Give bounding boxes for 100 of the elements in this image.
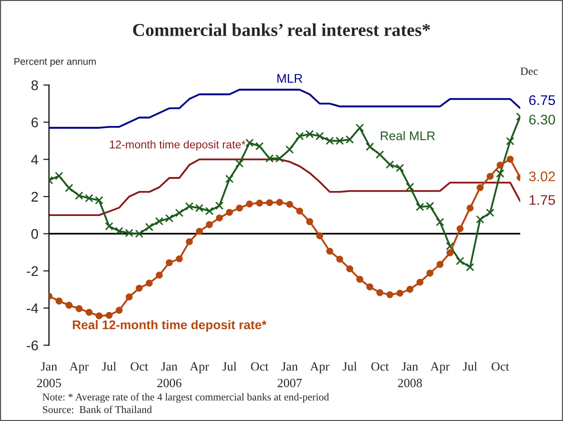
line-series [48,88,520,129]
point [56,298,62,304]
series-label: Real MLR [380,131,435,140]
line-series [48,158,520,216]
point [185,202,194,211]
x-tick-label: Apr [430,362,450,374]
point [195,204,204,212]
x-tick-label: Oct [130,362,148,371]
point [456,225,464,232]
y-axis-title: Percent per annum [14,58,96,67]
point [466,204,474,212]
point [296,208,304,215]
y-tick-label: 8 [31,80,38,90]
point [256,200,264,207]
point [66,302,73,309]
point [226,208,233,216]
point [456,256,464,266]
series-label: MLR [277,74,302,83]
point [356,276,364,283]
point [116,306,123,314]
point [316,132,324,140]
point [285,145,294,154]
point [64,184,74,192]
point [96,312,103,320]
x-tick-label: Jul [463,362,478,371]
point [255,142,264,150]
point [436,218,444,226]
x-tick-label: Jul [102,362,116,371]
point [146,280,153,287]
point [84,194,94,202]
point [406,182,414,192]
data-label: 6.75 [529,95,555,106]
point [316,232,324,240]
x-tick-label: Jul [342,362,357,371]
point [476,215,484,224]
point [376,289,384,296]
point [506,156,514,163]
point [306,218,314,226]
x-tick-label: Apr [190,362,209,374]
point [166,259,173,266]
point [286,200,294,208]
point [336,256,344,263]
text: Note: * Average rate of the 4 largest commercial banks at end-period [42,393,329,403]
point [356,124,364,132]
point [366,283,374,290]
point [476,184,484,192]
point [396,290,404,297]
point [446,242,454,250]
point [416,278,424,286]
point [136,284,143,292]
point [326,248,334,255]
point [406,286,414,293]
point [205,206,214,216]
point [276,198,284,206]
data-label: 6.30 [529,114,556,125]
x-tick-label: Jan 2005 [37,362,61,388]
point [266,199,274,206]
point [54,172,64,180]
point [246,200,253,208]
point [436,260,444,268]
y-tick-label: 6 [32,118,38,128]
y-tick-label: 4 [31,154,38,164]
point [156,272,163,279]
point [94,196,104,204]
y-tick-label: -2 [26,266,38,276]
point [215,201,224,210]
point [106,312,113,319]
point [305,130,314,138]
data-label: 1.75 [530,195,555,205]
point [206,221,213,228]
point [186,238,193,246]
y-tick-label: 2 [32,192,38,202]
point [496,162,504,169]
point [366,142,374,151]
point [114,226,124,236]
point [386,160,394,169]
point [74,191,84,200]
point [396,164,404,172]
point [196,228,203,235]
text: Dec [520,68,538,75]
point [236,204,243,212]
x-tick-label: Oct [492,362,510,371]
point [386,291,394,298]
x-tick-label: Oct [251,362,268,371]
x-tick-label: Jan 2007 [278,362,302,388]
y-tick-label: -4 [26,304,38,314]
point [446,249,454,256]
y-tick-label: -6 [26,340,38,350]
series-label: 12-month time deposit rate* [110,140,246,151]
point [176,255,183,262]
point [235,159,244,168]
x-tick-label: Apr [69,362,89,374]
x-tick-label: Jan 2008 [398,362,422,388]
point [245,138,254,148]
x-tick-label: Jan 2006 [157,362,182,388]
point [126,293,133,300]
y-tick-label: 0 [31,229,38,239]
point [376,150,384,159]
x-tick-label: Oct [371,362,389,371]
point [506,137,514,146]
